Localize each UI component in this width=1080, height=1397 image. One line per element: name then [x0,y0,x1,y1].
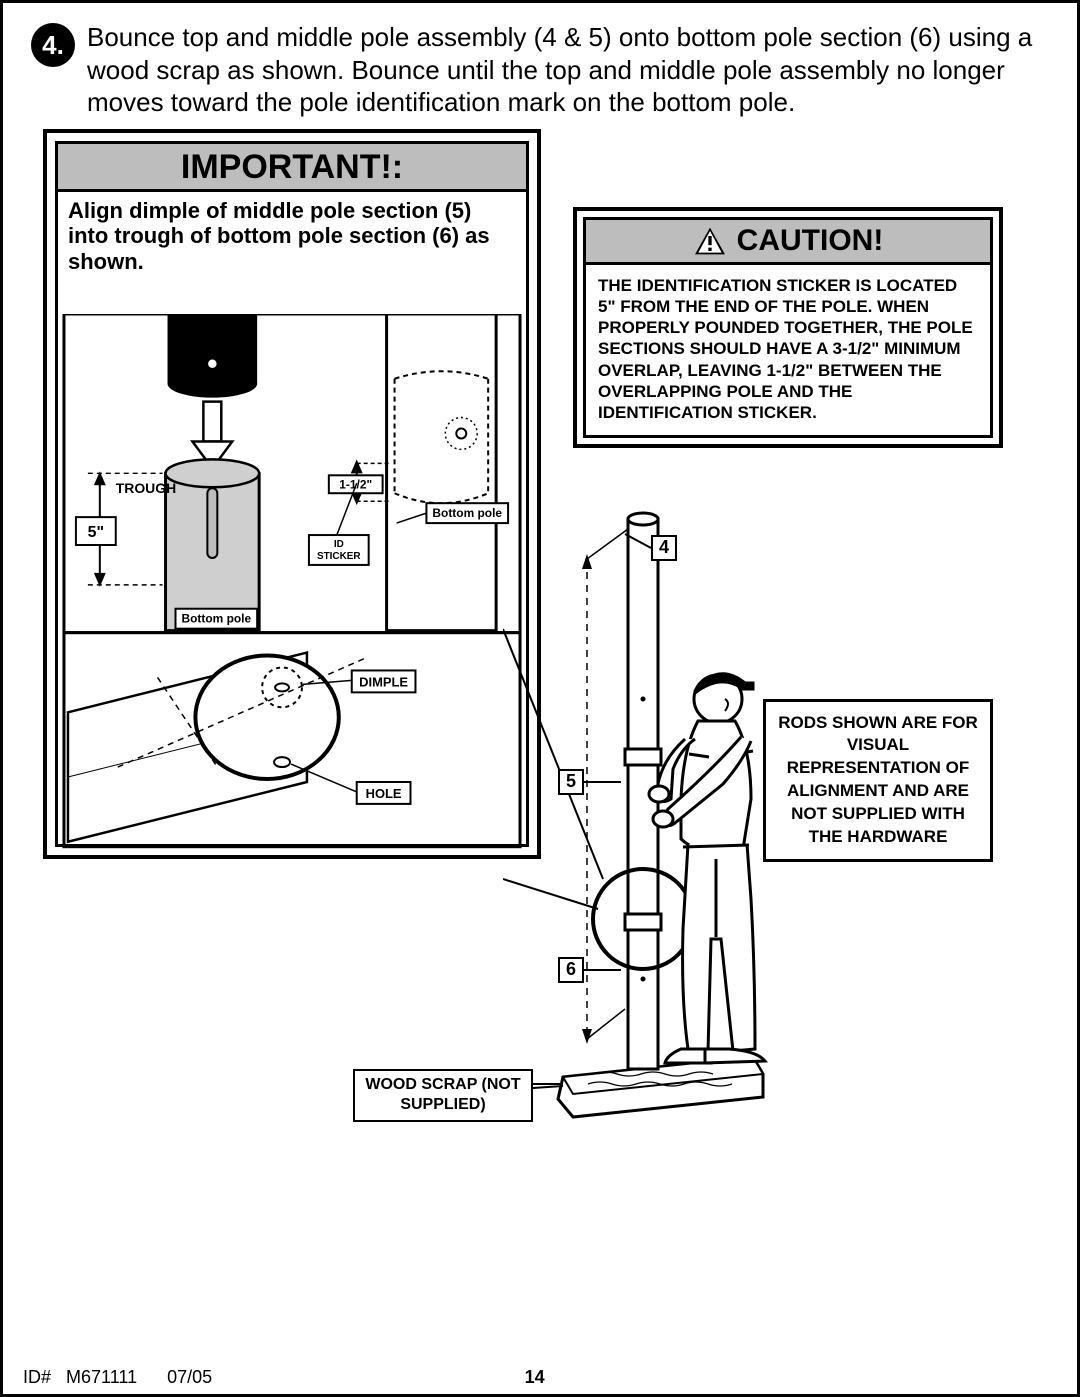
footer-date: 07/05 [167,1367,212,1387]
page: 4. Bounce top and middle pole assembly (… [0,0,1080,1397]
important-diagram: 5" TROUGH Bottom pole [58,314,526,852]
five-inch-label: 5" [88,524,104,541]
important-header: IMPORTANT!: [58,144,526,192]
dimple-label: DIMPLE [359,674,408,689]
bottom-pole-label-b: Bottom pole [432,506,502,520]
svg-text:STICKER: STICKER [317,550,361,561]
footer-id-label: ID# [23,1367,51,1387]
caution-body: THE IDENTIFICATION STICKER IS LOCATED 5"… [586,265,990,436]
caution-title: CAUTION! [737,224,884,258]
caution-header: CAUTION! [586,220,990,265]
important-inner: IMPORTANT!: Align dimple of middle pole … [55,141,529,847]
footer-id-value: M671111 [66,1367,137,1387]
caution-inner: CAUTION! THE IDENTIFICATION STICKER IS L… [583,217,993,439]
callout-4: 4 [651,535,677,561]
step-number-badge: 4. [31,23,75,67]
person-figure [649,673,765,1062]
step-row: 4. Bounce top and middle pole assembly (… [3,3,1077,119]
callout-6: 6 [558,957,584,983]
footer-left: ID# M671111 07/05 [23,1367,212,1388]
diagram-area: IMPORTANT!: Align dimple of middle pole … [3,119,1077,1299]
wood-scrap-label: WOOD SCRAP (NOT SUPPLIED) [353,1069,533,1123]
svg-text:ID: ID [334,538,344,549]
important-box: IMPORTANT!: Align dimple of middle pole … [43,129,541,859]
caution-box: CAUTION! THE IDENTIFICATION STICKER IS L… [573,207,1003,449]
trough-label: TROUGH [116,480,176,496]
important-body: Align dimple of middle pole section (5) … [58,192,526,282]
footer: ID# M671111 07/05 14 [3,1367,1077,1388]
hole-label: HOLE [366,785,402,800]
step-text: Bounce top and middle pole assembly (4 &… [87,21,1049,119]
warning-triangle-icon [693,226,727,256]
callout-5: 5 [558,769,584,795]
footer-page: 14 [212,1367,857,1388]
bottom-pole-label-a: Bottom pole [182,611,252,625]
main-illustration [503,499,1063,1179]
